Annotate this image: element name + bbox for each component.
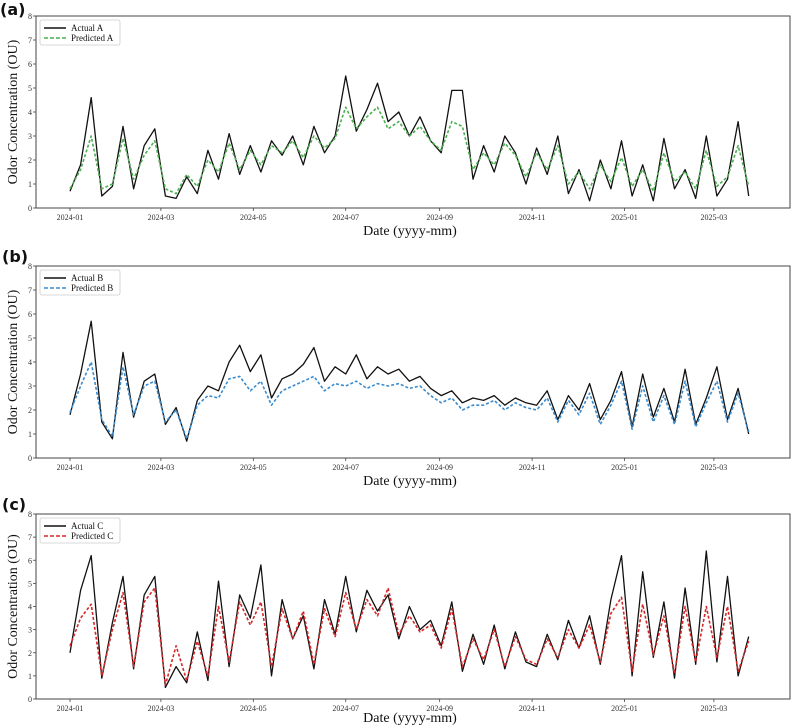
y-tick-label: 4 [28,108,32,117]
y-axis-label: Odor Concentration (OU) [6,534,21,679]
x-tick-label: 2024-09 [426,213,453,222]
x-tick-label: 2025-03 [701,463,728,472]
x-tick-label: 2025-01 [611,213,638,222]
y-tick-label: 5 [28,84,32,93]
x-tick-label: 2024-11 [519,704,545,713]
y-axis-label: Odor Concentration (OU) [6,289,21,434]
x-tick-label: 2024-03 [148,213,175,222]
x-tick-label: 2024-11 [519,463,545,472]
x-tick-label: 2024-07 [332,704,359,713]
x-tick-label: 2025-01 [611,463,638,472]
y-tick-label: 1 [28,672,32,681]
x-tick-label: 2024-03 [148,704,175,713]
x-tick-label: 2024-11 [519,213,545,222]
y-tick-label: 7 [28,286,32,295]
y-tick-label: 8 [28,12,32,21]
y-tick-label: 2 [28,406,32,415]
x-tick-label: 2024-09 [426,463,453,472]
y-tick-label: 4 [28,603,32,612]
series-line-predicted-c [69,587,750,686]
panel-label: (a) [0,0,25,19]
y-tick-label: 3 [28,382,32,391]
panel-b: (b) 0 1 2 3 4 5 6 7 8 2024-01 2024-03 2024-05 2024-07… [2,247,791,489]
plot-area [35,265,791,459]
x-tick-label: 2024-09 [426,704,453,713]
y-tick-label: 2 [28,649,32,658]
y-tick-label: 6 [28,60,32,69]
x-tick-label: 2024-03 [148,463,175,472]
y-axis-label: Odor Concentration (OU) [6,39,21,184]
x-tick-label: 2024-07 [332,213,359,222]
y-tick-label: 6 [28,556,32,565]
panel-a: (a) 0 1 2 3 4 5 6 7 8 2024-01 2024-03 2024-05 2024-07… [0,0,791,239]
legend-label: Predicted B [71,283,113,293]
legend-label: Actual C [71,521,103,531]
y-tick-label: 7 [28,36,32,45]
x-axis-label: Date (yyyy-mm) [363,474,457,489]
panel-c: (c) 0 1 2 3 4 5 6 7 8 2024-01 2024-03 2024-05 2024-07… [2,495,791,726]
y-tick-label: 0 [28,695,32,704]
panel-label: (b) [2,247,28,266]
x-axis-label: Date (yyyy-mm) [363,711,457,726]
y-tick-label: 5 [28,579,32,588]
y-tick-label: 5 [28,334,32,343]
legend-label: Actual A [71,23,104,33]
x-tick-label: 2024-01 [57,463,84,472]
y-tick-label: 3 [28,626,32,635]
x-axis-label: Date (yyyy-mm) [363,224,457,239]
y-tick-label: 2 [28,156,32,165]
x-tick-label: 2024-01 [57,213,84,222]
y-tick-label: 0 [28,204,32,213]
legend-label: Actual B [71,273,103,283]
panel-label: (c) [2,495,26,514]
legend-label: Predicted C [71,531,113,541]
y-tick-label: 1 [28,430,32,439]
x-tick-label: 2024-05 [240,704,267,713]
y-tick-label: 8 [28,510,32,519]
x-tick-label: 2024-05 [240,213,267,222]
plot-area [35,513,791,700]
x-tick-label: 2024-07 [332,463,359,472]
x-tick-label: 2024-05 [240,463,267,472]
x-tick-label: 2025-01 [611,704,638,713]
y-tick-label: 0 [28,454,32,463]
y-tick-label: 3 [28,132,32,141]
x-tick-label: 2025-03 [701,213,728,222]
y-tick-label: 6 [28,310,32,319]
series-line-predicted-b [69,361,750,440]
y-tick-label: 8 [28,262,32,271]
y-tick-label: 1 [28,180,32,189]
legend-label: Predicted A [71,33,114,43]
y-tick-label: 4 [28,358,32,367]
x-tick-label: 2025-03 [701,704,728,713]
y-tick-label: 7 [28,533,32,542]
x-tick-label: 2024-01 [57,704,84,713]
